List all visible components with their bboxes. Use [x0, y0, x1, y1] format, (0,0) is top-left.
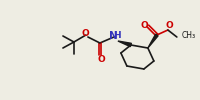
Text: O: O [97, 55, 105, 64]
Text: H: H [113, 30, 121, 40]
Text: O: O [166, 22, 174, 30]
Polygon shape [118, 41, 131, 47]
Text: O: O [141, 20, 149, 30]
Text: N: N [109, 31, 117, 41]
Polygon shape [148, 34, 158, 48]
Text: O: O [81, 30, 89, 38]
Text: CH₃: CH₃ [182, 32, 196, 40]
